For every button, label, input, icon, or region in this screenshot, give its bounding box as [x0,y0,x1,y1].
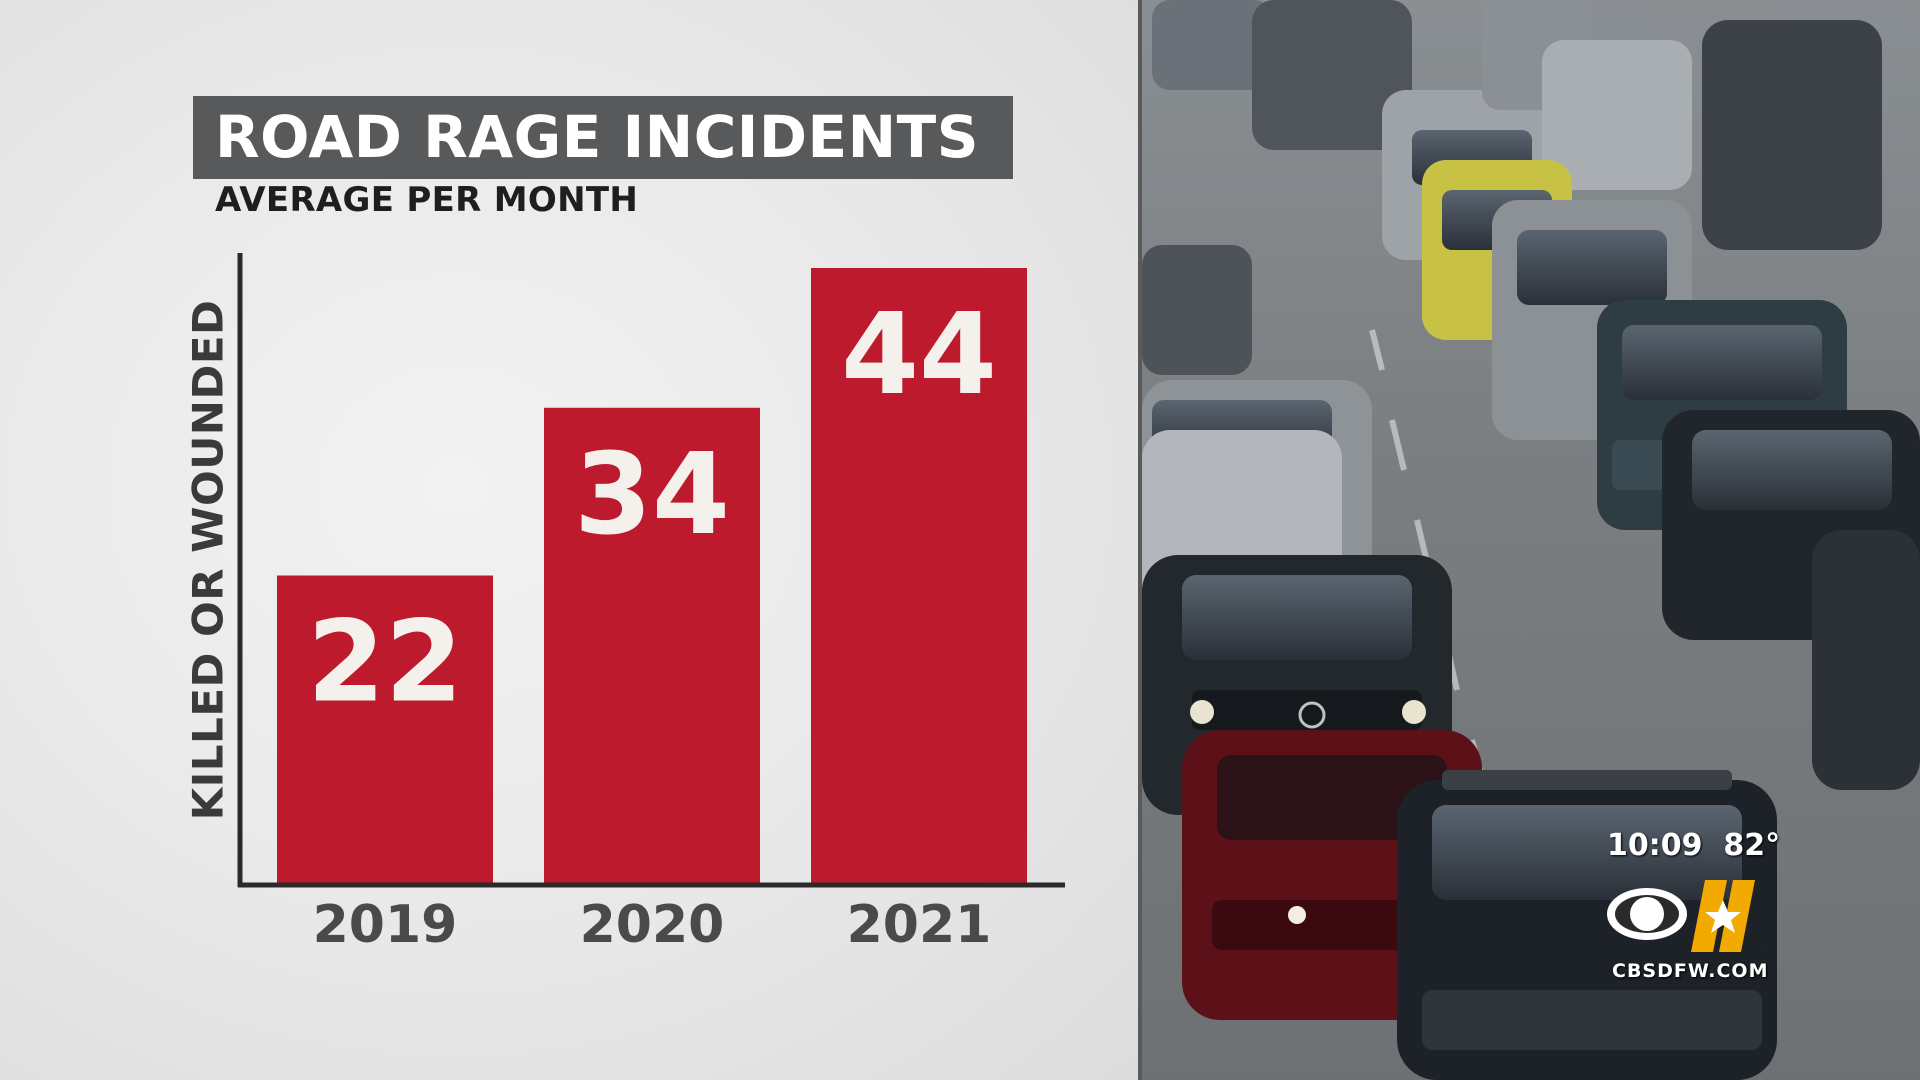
temperature-readout: 82° [1723,828,1781,863]
logo-number: 11 [1765,947,1767,949]
bar-chart: 22 2019 34 2020 44 2021 [237,253,1065,955]
x-tick-label-2020: 2020 [580,895,725,955]
bar-2020 [544,407,760,883]
x-tick-label-2019: 2019 [313,895,458,955]
chart-panel: ROAD RAGE INCIDENTS AVERAGE PER MONTH KI… [0,0,1140,1080]
channel-11-mark: 11 [1691,880,1767,952]
cbs-11-logo: 11 [1607,880,1767,952]
traffic-photo [1142,0,1920,1080]
bar-2019 [277,575,493,883]
chart-title-box: ROAD RAGE INCIDENTS [193,96,1013,179]
chart-title: ROAD RAGE INCIDENTS [215,103,980,171]
bar-value-label-2019: 22 [307,598,463,728]
cbs-eye-icon [1607,888,1687,940]
highway-traffic-image [1142,0,1920,1080]
bar-value-label-2021: 44 [841,290,997,420]
panel-divider [1138,0,1142,1080]
time-temperature: 10:09 82° [1607,828,1780,863]
x-tick-label-2021: 2021 [847,895,992,955]
bar-value-label-2020: 34 [574,430,730,560]
chart-subtitle: AVERAGE PER MONTH [215,180,639,220]
time-readout: 10:09 [1607,828,1703,863]
bar-2021 [811,268,1027,883]
station-website: CBSDFW.COM [1612,960,1769,982]
